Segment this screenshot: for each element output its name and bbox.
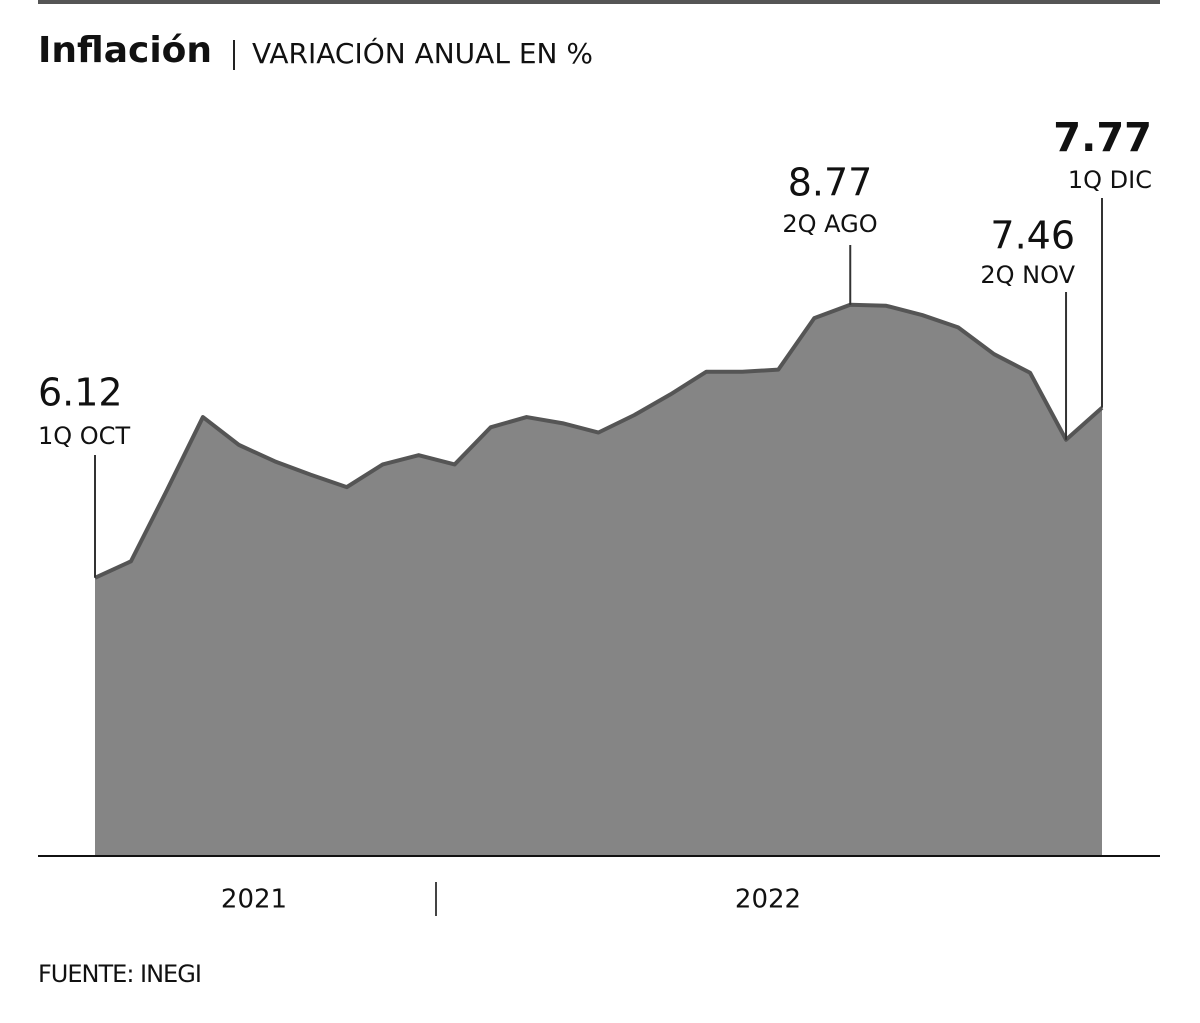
value-label: 6.12: [38, 371, 123, 415]
top-rule: [38, 0, 1160, 4]
year-label: 2021: [221, 885, 287, 915]
value-label: 8.77: [788, 161, 873, 205]
period-label: 1Q DIC: [1068, 166, 1152, 194]
year-label: 2022: [735, 885, 801, 915]
value-label: 7.77: [1053, 115, 1152, 161]
area-outline: [94, 302, 1104, 580]
chart-subtitle: VARIACIÓN ANUAL EN %: [252, 36, 593, 70]
period-label: 1Q OCT: [38, 422, 130, 450]
period-label: 2Q NOV: [980, 261, 1075, 289]
source: FUENTE: INEGI: [38, 960, 201, 988]
value-label: 7.46: [990, 214, 1075, 258]
area: [95, 304, 1102, 856]
period-label: 2Q AGO: [782, 210, 877, 238]
chart-title: Inflación: [38, 30, 212, 71]
